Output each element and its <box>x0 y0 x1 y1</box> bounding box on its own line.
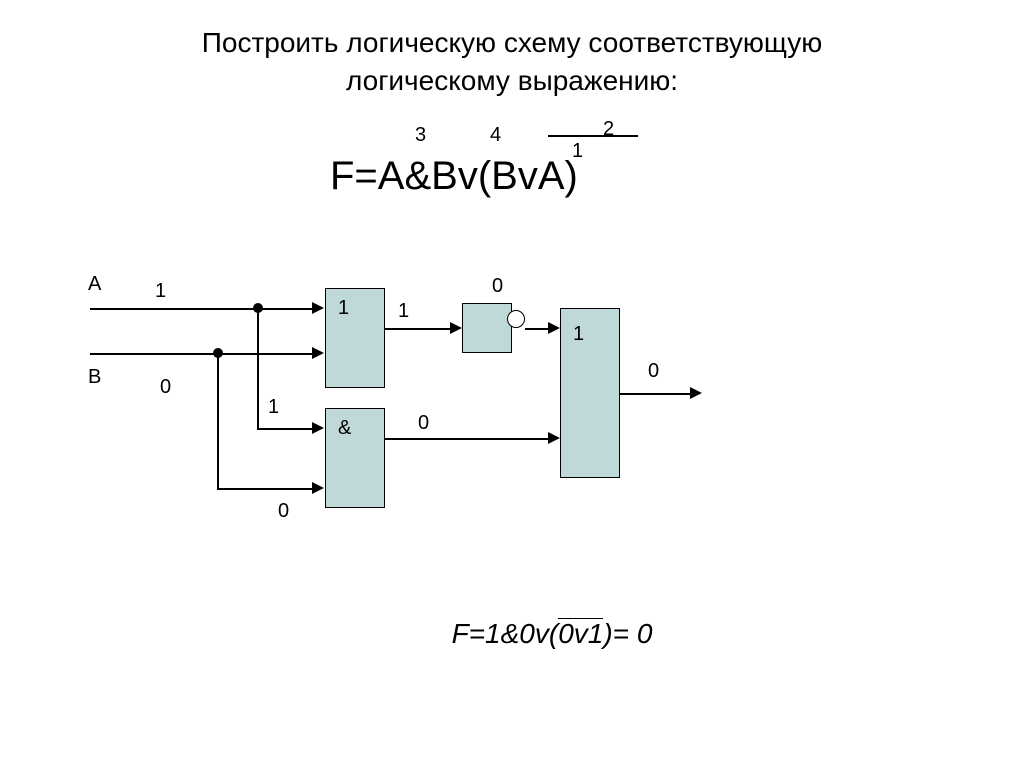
gate2-out-val: 0 <box>418 412 429 435</box>
formula-region: 3 4 2 1 F=A&Bv(BvA) <box>0 118 1024 238</box>
gate-or2: 1 <box>560 308 620 478</box>
result-overline: 0v1 <box>558 618 603 646</box>
arrow-a2 <box>312 422 324 434</box>
gate1-out-val: 1 <box>398 300 409 323</box>
logic-diagram: A 1 B 0 1 0 1 1 & 0 0 1 0 <box>0 238 1024 598</box>
formula: F=A&Bv(BvA) <box>330 154 578 199</box>
step-4: 4 <box>490 124 501 147</box>
arrow-g2out <box>548 432 560 444</box>
result-expression: F=1&0v(0v1)= 0 <box>0 618 1024 650</box>
arrow-b1 <box>312 347 324 359</box>
result-prefix: F=1&0v( <box>452 618 559 649</box>
gate-or2-sym: 1 <box>573 323 584 346</box>
overline-formula <box>548 135 638 137</box>
arrow-g1out <box>450 322 462 334</box>
input-b-value: 0 <box>160 376 171 399</box>
gate-not <box>462 303 512 353</box>
arrow-a1 <box>312 302 324 314</box>
title-line2: логическому выражению: <box>346 65 678 96</box>
gate-and: & <box>325 408 385 508</box>
gate-or1: 1 <box>325 288 385 388</box>
final-out-val: 0 <box>648 360 659 383</box>
arrow-notout <box>548 322 560 334</box>
step-3: 3 <box>415 124 426 147</box>
step-2: 2 <box>603 118 614 141</box>
gate-and-sym: & <box>338 417 351 440</box>
title-line1: Построить логическую схему соответствующ… <box>202 27 823 58</box>
input-a-label: A <box>88 273 101 296</box>
page-title: Построить логическую схему соответствующ… <box>0 0 1024 100</box>
gate-or1-sym: 1 <box>338 297 349 320</box>
input-b-label: B <box>88 366 101 389</box>
arrow-final <box>690 387 702 399</box>
arrow-b2 <box>312 482 324 494</box>
input-a-value: 1 <box>155 280 166 303</box>
not-out-val: 0 <box>492 275 503 298</box>
branch-upper-val: 1 <box>268 396 279 419</box>
not-bubble-icon <box>507 310 525 328</box>
branch-lower-val: 0 <box>278 500 289 523</box>
result-suffix: )= 0 <box>603 618 652 649</box>
